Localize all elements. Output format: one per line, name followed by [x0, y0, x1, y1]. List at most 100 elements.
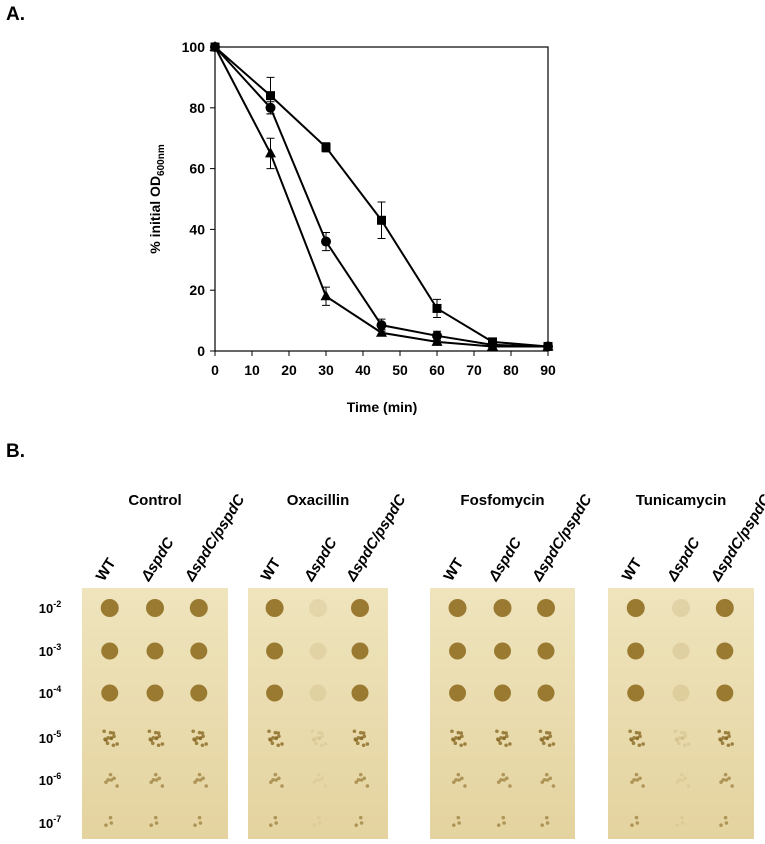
- x-tick-label: 20: [281, 362, 297, 378]
- colony: [460, 776, 464, 781]
- colony: [280, 742, 284, 746]
- colony: [496, 823, 501, 827]
- colony: [723, 772, 728, 777]
- colony: [314, 736, 319, 740]
- x-tick-label: 50: [392, 362, 408, 378]
- colony: [201, 734, 205, 739]
- spot: [190, 684, 208, 702]
- colony: [545, 778, 550, 782]
- colony: [634, 730, 639, 735]
- colony: [154, 778, 159, 782]
- spot: [537, 599, 555, 617]
- colony: [323, 784, 328, 788]
- colony: [106, 736, 110, 740]
- spot: [449, 684, 467, 702]
- dilution-exponent: -5: [53, 729, 61, 739]
- treatment-label: Tunicamycin: [636, 492, 727, 509]
- colony: [498, 741, 503, 746]
- y-tick-label: 0: [197, 343, 205, 359]
- colony: [160, 742, 165, 746]
- spot: [351, 684, 369, 702]
- colony: [273, 730, 278, 735]
- colony: [359, 821, 364, 825]
- colony: [108, 772, 113, 777]
- colony: [545, 821, 550, 825]
- colony: [156, 743, 161, 748]
- colony: [317, 736, 322, 740]
- spot: [101, 642, 119, 660]
- colony: [718, 737, 722, 742]
- colony: [719, 780, 723, 784]
- colony: [721, 736, 726, 740]
- panel-label: A.: [6, 4, 25, 25]
- x-tick-label: 30: [318, 362, 334, 378]
- colony: [544, 730, 549, 735]
- colony: [720, 741, 725, 746]
- plate: [608, 588, 754, 839]
- colony: [501, 772, 506, 777]
- x-axis-title: Time (min): [347, 399, 418, 415]
- colony: [358, 730, 363, 735]
- treatment-label: Fosfomycin: [460, 492, 544, 509]
- spot: [190, 642, 208, 660]
- colony: [679, 730, 684, 735]
- colony: [463, 742, 467, 746]
- colony: [674, 737, 679, 742]
- colony: [542, 736, 547, 740]
- colony: [316, 772, 321, 777]
- colony: [501, 815, 506, 820]
- colony: [271, 778, 275, 782]
- dilution-base: 10: [39, 731, 53, 746]
- marker: [432, 303, 442, 313]
- colony: [499, 778, 503, 782]
- colony: [545, 736, 550, 741]
- colony: [361, 731, 366, 735]
- treatment-label: Oxacillin: [287, 492, 350, 509]
- dilution-base: 10: [39, 601, 53, 616]
- colony: [730, 784, 734, 788]
- colony: [454, 778, 458, 782]
- spot: [146, 599, 164, 617]
- colony: [111, 743, 116, 748]
- spot: [537, 642, 555, 660]
- colony: [505, 734, 509, 739]
- colony: [269, 823, 273, 827]
- colony: [194, 741, 199, 746]
- colony: [316, 815, 321, 820]
- colony: [551, 742, 556, 746]
- spot: [266, 642, 284, 660]
- colony: [501, 730, 506, 735]
- colony: [463, 784, 467, 788]
- x-tick-label: 10: [244, 362, 260, 378]
- strain-label: ΔspdC: [137, 534, 178, 585]
- colony: [320, 734, 325, 739]
- colony: [548, 734, 553, 739]
- y-axis-title: % initial OD600nm: [147, 144, 167, 254]
- colony: [352, 729, 357, 734]
- colony: [631, 741, 636, 746]
- colony: [317, 821, 322, 825]
- spot: [309, 684, 327, 702]
- colony: [108, 815, 113, 820]
- colony: [538, 729, 543, 734]
- colony: [682, 731, 687, 735]
- colony: [544, 815, 549, 820]
- marker: [321, 142, 331, 152]
- colony: [679, 815, 684, 820]
- colony: [149, 780, 154, 784]
- colony: [675, 738, 680, 742]
- marker: [320, 290, 332, 301]
- spot: [672, 599, 690, 617]
- colony: [677, 736, 682, 740]
- colony: [724, 736, 729, 741]
- colony: [499, 736, 503, 740]
- colony: [276, 743, 281, 748]
- colony: [358, 772, 363, 777]
- colony: [683, 734, 688, 739]
- colony: [680, 778, 685, 782]
- dilution-base: 10: [39, 644, 53, 659]
- colony: [675, 780, 680, 784]
- colony: [150, 741, 155, 746]
- colony: [198, 821, 203, 825]
